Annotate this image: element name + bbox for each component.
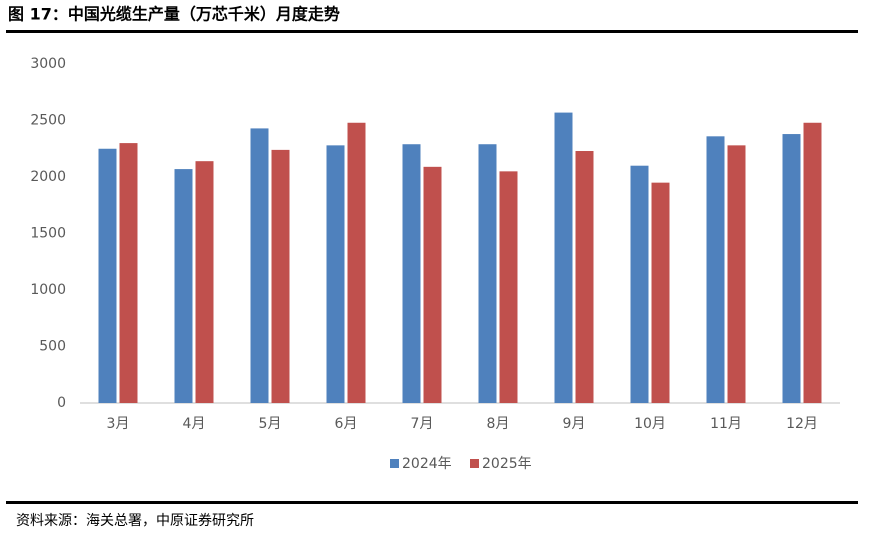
bar [347, 122, 366, 403]
bar [630, 165, 649, 403]
bar [651, 182, 670, 403]
y-tick-label: 500 [39, 339, 66, 355]
bar [478, 144, 497, 404]
x-tick-label: 3月 [107, 416, 130, 432]
x-tick-label: 9月 [563, 416, 586, 432]
bar [402, 144, 421, 404]
bar [554, 112, 573, 403]
x-tick-label: 12月 [786, 416, 818, 432]
bar [98, 148, 117, 403]
legend-swatch [390, 459, 399, 468]
bar [250, 128, 269, 403]
bar [423, 166, 442, 403]
bar [174, 169, 193, 403]
y-tick-label: 1000 [30, 282, 66, 298]
bar [499, 171, 518, 403]
source-rule [6, 501, 858, 504]
chart-title: 图 17：中国光缆生产量（万芯千米）月度走势 [8, 5, 340, 24]
x-tick-label: 6月 [335, 416, 358, 432]
legend-label: 2025年 [482, 456, 532, 472]
bar [326, 145, 345, 404]
x-tick-label: 4月 [183, 416, 206, 432]
x-tick-label: 10月 [634, 416, 666, 432]
bar [271, 149, 290, 403]
x-tick-label: 11月 [710, 416, 742, 432]
y-tick-label: 0 [57, 395, 66, 411]
x-tick-label: 8月 [487, 416, 510, 432]
title-rule [6, 30, 858, 33]
y-tick-label: 1500 [30, 226, 66, 242]
bar [706, 136, 725, 403]
legend-label: 2024年 [402, 456, 452, 472]
bar [119, 143, 138, 403]
bar [803, 122, 822, 403]
x-tick-label: 5月 [259, 416, 282, 432]
y-tick-label: 2000 [30, 169, 66, 185]
bar [195, 161, 214, 403]
y-tick-label: 2500 [30, 113, 66, 129]
y-tick-label: 3000 [30, 56, 66, 72]
bar [575, 151, 594, 403]
bar [782, 134, 801, 403]
source: 资料来源：海关总署，中原证券研究所 [16, 513, 254, 529]
legend-swatch [470, 459, 479, 468]
x-tick-label: 7月 [411, 416, 434, 432]
bar [727, 145, 746, 404]
